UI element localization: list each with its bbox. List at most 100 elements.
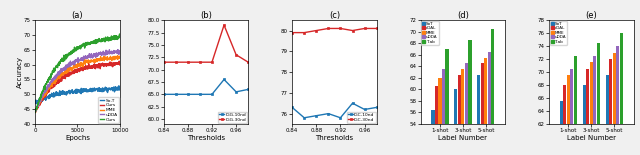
Bar <box>620 33 623 124</box>
Bar <box>492 29 495 124</box>
So-T <box>32 103 40 105</box>
X-axis label: Thresholds: Thresholds <box>187 135 225 141</box>
Bar <box>616 46 620 124</box>
Bar <box>488 52 491 124</box>
uDDA <box>82 55 90 57</box>
Ours <box>77 66 85 68</box>
IGG-30nd <box>220 24 228 26</box>
Line: MME: MME <box>35 55 120 112</box>
Bar <box>582 85 586 124</box>
Bar <box>445 49 449 124</box>
IGG-10nd <box>208 93 216 95</box>
So-T <box>77 93 85 95</box>
Ours <box>115 60 123 62</box>
Bar <box>570 69 573 124</box>
Legend: IGC-10nd, IGC-30nd: IGC-10nd, IGC-30nd <box>347 112 376 123</box>
IGG-10nd <box>244 89 252 90</box>
Bar <box>593 56 596 124</box>
Line: So-T: So-T <box>35 86 120 104</box>
Bar <box>461 69 465 124</box>
Ours <box>116 36 124 38</box>
IGG-10nd <box>196 93 204 95</box>
Title: (b): (b) <box>200 11 212 20</box>
So-T <box>115 85 123 87</box>
uDDA <box>32 111 40 113</box>
IGG-30nd <box>184 61 191 63</box>
Ours <box>100 38 108 40</box>
IGG-30nd <box>232 54 240 56</box>
MME <box>77 64 85 66</box>
Bar <box>442 69 445 124</box>
IGC-30nd <box>324 28 332 29</box>
Bar <box>563 85 566 124</box>
So-T <box>101 90 109 91</box>
Ours <box>116 33 124 35</box>
IGC-10nd <box>300 117 308 119</box>
MME <box>31 109 39 111</box>
Ours <box>82 44 90 45</box>
Bar <box>435 86 438 124</box>
MME <box>72 66 80 68</box>
Ours <box>31 109 39 111</box>
Ours <box>114 63 122 65</box>
Title: (e): (e) <box>586 11 597 20</box>
IGC-10nd <box>373 106 381 108</box>
X-axis label: Epochs: Epochs <box>65 135 90 141</box>
Bar <box>458 75 461 124</box>
Title: (d): (d) <box>457 11 469 20</box>
Ours <box>101 63 109 65</box>
So-T <box>114 89 122 90</box>
IGC-10nd <box>312 115 320 117</box>
Legend: So-T, Ours, MME, uDDA, Ours: So-T, Ours, MME, uDDA, Ours <box>99 97 119 123</box>
Bar <box>484 58 488 124</box>
X-axis label: Thresholds: Thresholds <box>316 135 353 141</box>
IGC-30nd <box>300 32 308 33</box>
MME <box>116 57 124 59</box>
Bar <box>438 78 442 124</box>
Bar <box>454 89 458 124</box>
Line: IGG-30nd: IGG-30nd <box>163 24 250 64</box>
Bar <box>596 43 600 124</box>
Bar <box>468 40 472 124</box>
X-axis label: Label Number: Label Number <box>438 135 488 141</box>
Legend: IGG-10nd, IGG-30nd: IGG-10nd, IGG-30nd <box>218 112 247 123</box>
IGC-30nd <box>349 30 356 31</box>
Line: IGC-30nd: IGC-30nd <box>291 27 378 34</box>
IGC-30nd <box>337 28 344 29</box>
MME <box>32 111 40 113</box>
uDDA <box>72 59 80 61</box>
Line: uDDA: uDDA <box>35 50 120 112</box>
Bar <box>612 53 616 124</box>
MME <box>101 58 109 60</box>
IGC-10nd <box>337 117 344 119</box>
Ours <box>72 49 79 51</box>
So-T <box>116 89 124 91</box>
MME <box>72 65 79 67</box>
IGC-30nd <box>288 32 296 33</box>
So-T <box>31 101 39 103</box>
MME <box>114 55 122 56</box>
Ours <box>114 38 122 40</box>
Y-axis label: Accuracy: Accuracy <box>17 56 22 88</box>
IGC-30nd <box>312 30 320 31</box>
Ours <box>116 62 124 63</box>
MME <box>82 59 90 61</box>
IGG-30nd <box>244 61 252 63</box>
So-T <box>72 90 80 92</box>
IGG-10nd <box>220 79 228 80</box>
Title: (c): (c) <box>329 11 340 20</box>
IGC-10nd <box>324 113 332 115</box>
uDDA <box>114 49 122 51</box>
IGC-10nd <box>361 108 369 110</box>
Ours <box>72 48 80 50</box>
Title: (a): (a) <box>72 11 83 20</box>
So-T <box>82 89 90 91</box>
uDDA <box>31 110 39 112</box>
IGG-10nd <box>172 93 180 95</box>
Ours <box>31 112 39 113</box>
IGG-30nd <box>196 61 204 63</box>
Bar <box>477 75 481 124</box>
uDDA <box>116 51 124 53</box>
Bar <box>465 63 468 124</box>
Line: IGC-10nd: IGC-10nd <box>291 102 378 119</box>
